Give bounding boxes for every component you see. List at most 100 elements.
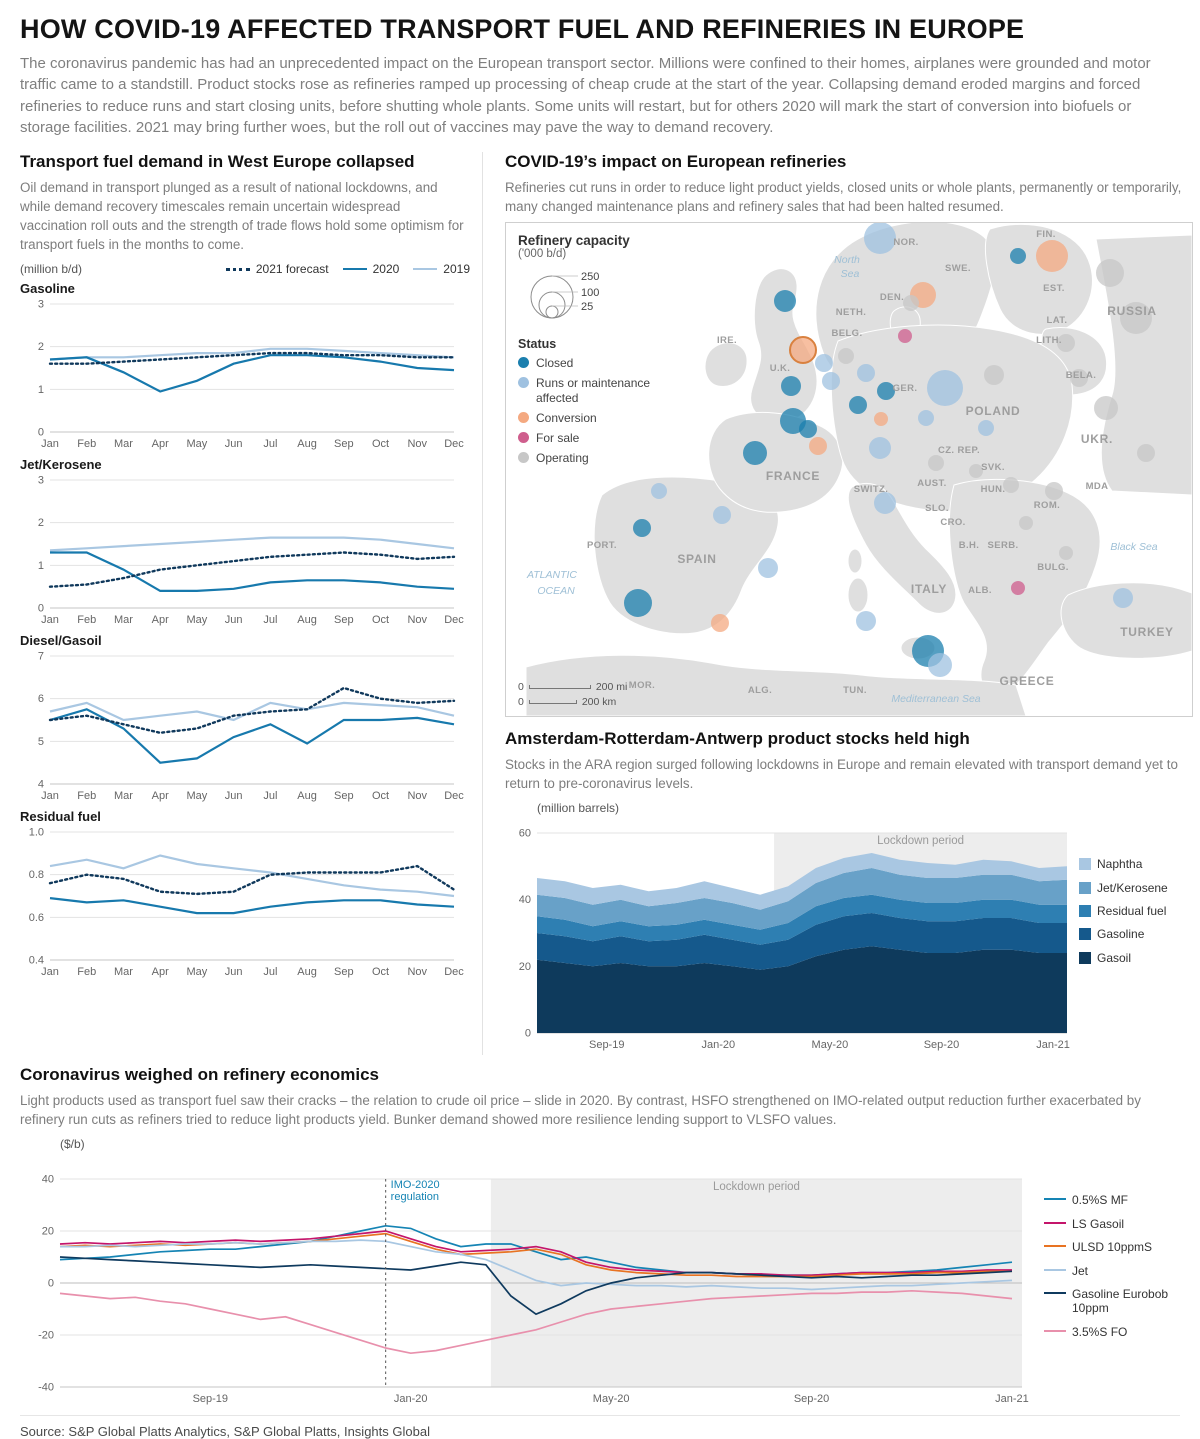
status-label: Conversion — [536, 410, 597, 425]
svg-text:Jun: Jun — [225, 966, 243, 978]
svg-text:-20: -20 — [38, 1330, 54, 1342]
cracks-section: Coronavirus weighed on refinery economic… — [20, 1065, 1180, 1411]
scale-bar-mi — [528, 685, 591, 690]
svg-text:Sep: Sep — [334, 966, 354, 978]
imo-2020-label: regulation — [391, 1191, 439, 1203]
jet-demand-block: Jet/Kerosene 0 1 2 3 Jan Feb Mar Apr May Jun Jul Au… — [20, 457, 470, 628]
legend-label: Jet — [1072, 1263, 1089, 1278]
country-label: BELA. — [1066, 370, 1097, 381]
ara-chart-row: (million barrels) 0 20 40 60 Sep-19 Jan-20 May… — [505, 799, 1193, 1055]
refinery-bubble-affected — [822, 372, 840, 391]
svg-text:Jan-20: Jan-20 — [394, 1393, 428, 1405]
sea-label: North — [834, 254, 860, 266]
island — [847, 577, 869, 613]
capacity-circle-25 — [545, 305, 559, 319]
demand-legend-row: (million b/d) 2021 forecast 2020 2019 — [20, 262, 470, 276]
svg-text:May: May — [187, 614, 208, 626]
svg-text:Jan: Jan — [41, 790, 59, 802]
svg-text:Jun: Jun — [225, 614, 243, 626]
refinery-bubble-operating — [1057, 334, 1075, 353]
ara-stocks-chart: 0 20 40 60 Sep-19 Jan-20 May-20 Sep-20 Jan-21 Loc… — [519, 828, 1070, 1052]
refinery-bubble-operating — [1003, 477, 1019, 494]
line-swatch — [1044, 1291, 1066, 1294]
capacity-size-label: 250 — [581, 271, 599, 283]
svg-text:Jul: Jul — [263, 790, 277, 802]
landmass — [704, 342, 748, 388]
refinery-bubble-operating — [928, 455, 944, 472]
legend-item: Residual fuel — [1079, 904, 1168, 918]
refinery-bubble-affected — [815, 354, 833, 373]
svg-text:Jan: Jan — [41, 438, 59, 450]
legend-label: 0.5%S MF — [1072, 1193, 1129, 1208]
cracks-legend: 0.5%S MF LS Gasoil ULSD 10ppmS Jet Gasoline … — [1030, 1135, 1180, 1339]
sea-label: Sea — [841, 268, 860, 280]
svg-text:Dec: Dec — [444, 966, 464, 978]
refinery-bubble-operating — [838, 348, 854, 365]
status-legend-list: Closed Runs or maintenance affected Conver… — [518, 356, 713, 465]
svg-text:Jan-21: Jan-21 — [995, 1393, 1029, 1405]
svg-text:60: 60 — [519, 828, 531, 840]
refinery-bubble-closed — [624, 589, 652, 618]
country-label: SWE. — [945, 263, 971, 274]
series-2019 — [49, 348, 455, 361]
line-swatch — [1044, 1221, 1066, 1224]
svg-text:Dec: Dec — [444, 790, 464, 802]
sea-label: Mediterranean Sea — [891, 693, 980, 705]
svg-text:1: 1 — [38, 384, 44, 396]
refinery-bubble-affected — [869, 437, 891, 460]
svg-text:Mar: Mar — [114, 790, 133, 802]
country-label: TURKEY — [1120, 625, 1174, 639]
country-label: GER. — [893, 383, 918, 394]
legend-item: 2019 — [413, 262, 470, 276]
refinery-bubble-affected — [651, 483, 667, 500]
svg-text:Oct: Oct — [372, 790, 389, 802]
svg-text:Apr: Apr — [152, 438, 169, 450]
series-2019 — [49, 702, 455, 722]
refinery-bubble-forsale — [1011, 581, 1025, 596]
demand-legend: 2021 forecast 2020 2019 — [225, 262, 470, 277]
svg-text:Jul: Jul — [263, 614, 277, 626]
island — [847, 548, 863, 574]
color-swatch — [1079, 928, 1091, 941]
country-label: ALB. — [968, 585, 992, 596]
series-2019 — [49, 854, 455, 898]
capacity-circles: 250 100 25 — [530, 271, 599, 319]
line-swatch — [1044, 1329, 1066, 1332]
svg-text:Sep: Sep — [334, 438, 354, 450]
country-label: AUST. — [917, 478, 946, 489]
lockdown-label: Lockdown period — [877, 835, 964, 847]
country-label: FIN. — [1036, 229, 1056, 240]
country-label: ROM. — [1034, 500, 1060, 511]
svg-text:Jun: Jun — [225, 790, 243, 802]
color-swatch — [1079, 951, 1091, 964]
series-2020 — [49, 708, 455, 765]
country-label: SVK. — [981, 462, 1005, 473]
country-label: SWITZ. — [854, 484, 889, 495]
svg-text:Dec: Dec — [444, 438, 464, 450]
refinery-bubble-closed — [743, 441, 767, 466]
header: HOW COVID-19 AFFECTED TRANSPORT FUEL AND… — [20, 14, 1180, 138]
svg-text:Aug: Aug — [297, 966, 317, 978]
scale-km-label: 200 km — [581, 696, 617, 709]
country-label: TUN. — [843, 685, 867, 696]
color-swatch — [1079, 881, 1091, 894]
ara-chart-block: (million barrels) 0 20 40 60 Sep-19 Jan-20 May… — [505, 799, 1071, 1055]
legend-label: 2020 — [372, 262, 400, 277]
refinery-bubble-affected — [758, 558, 778, 579]
legend-label: Residual fuel — [1097, 904, 1167, 919]
series-2021-forecast — [48, 352, 456, 366]
country-label: LAT. — [1047, 315, 1068, 326]
svg-text:May: May — [187, 438, 208, 450]
landmass — [984, 224, 1093, 335]
gasoline-demand-block: Gasoline 0 1 2 3 Jan Feb Mar Apr May Jun Jul Aug Sep… — [20, 281, 470, 452]
status-legend-item: Closed — [518, 356, 713, 370]
svg-text:Mar: Mar — [114, 614, 133, 626]
country-label: SERB. — [987, 540, 1018, 551]
country-label: NETH. — [836, 307, 867, 318]
ara-legend: Naphtha Jet/Kerosene Residual fuel Gasoline… — [1071, 799, 1168, 965]
svg-text:0: 0 — [525, 1028, 531, 1040]
svg-text:3: 3 — [38, 299, 44, 311]
country-label: ALG. — [748, 685, 772, 696]
series-2020 — [50, 551, 455, 593]
svg-text:0: 0 — [38, 427, 44, 439]
